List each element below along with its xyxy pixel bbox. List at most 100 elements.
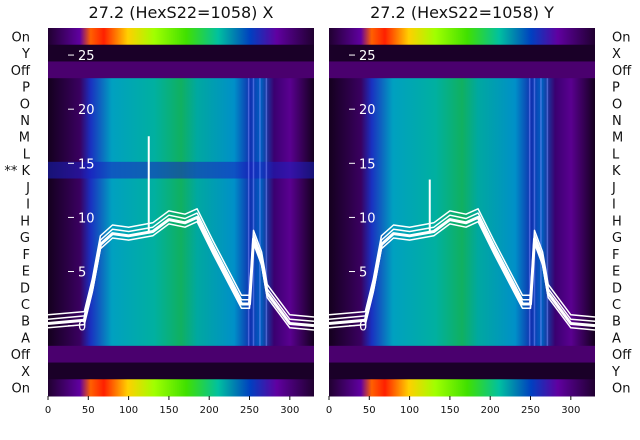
x-tick-label: 300 [561, 405, 580, 416]
row-label: D [20, 281, 30, 296]
row-label: M [19, 131, 30, 146]
panel-y: 27.2 (HexS22=1058) Y On X Off PONMLKJIHGFEDC… [326, 3, 632, 416]
row-label: O [20, 97, 30, 112]
heat-row [48, 329, 314, 347]
row-label: L [612, 147, 620, 162]
heat-row [329, 111, 595, 129]
heat-row [329, 195, 595, 213]
y-tick-label: 5 [78, 266, 86, 281]
streak-line [533, 78, 536, 346]
heat-row [48, 61, 314, 79]
heat-row [48, 245, 314, 263]
row-label: I [612, 198, 616, 213]
heat-row [48, 262, 314, 280]
y-tick-label: 15 [359, 157, 376, 172]
row-label: G [612, 231, 622, 246]
row-label: P [612, 81, 620, 96]
heat-row [329, 329, 595, 347]
heat-row [48, 362, 314, 380]
row-label: L [23, 147, 31, 162]
heat-row [48, 379, 314, 397]
row-label: H [612, 214, 622, 229]
heat-row [48, 278, 314, 297]
heat-row [48, 128, 314, 146]
row-label: Off [612, 348, 632, 363]
heat-row [329, 362, 595, 380]
heat-row [329, 94, 595, 113]
row-label: N [20, 114, 30, 129]
panel-title: 27.2 (HexS22=1058) Y [370, 3, 554, 22]
x-tick-label: 50 [82, 405, 95, 416]
heat-row [48, 28, 314, 46]
row-label: K [612, 164, 621, 179]
x-tick-label: 0 [45, 405, 51, 416]
heat-row [329, 278, 595, 297]
y-tick-label: 20 [78, 103, 95, 118]
y-tick-label: 25 [359, 49, 376, 64]
row-label: J [25, 181, 30, 196]
y-tick-label: 5 [359, 266, 367, 281]
x-tick-label: 150 [159, 405, 178, 416]
profile-line [328, 208, 596, 318]
x-tick-label: 200 [481, 405, 500, 416]
heat-row [48, 312, 314, 330]
heat-row [329, 228, 595, 246]
row-label: On [612, 382, 630, 397]
row-label: E [22, 265, 30, 280]
row-label: B [612, 315, 621, 330]
row-label: H [20, 214, 30, 229]
streak-line [540, 78, 542, 346]
x-tick-label: 100 [400, 405, 419, 416]
heat-row [48, 228, 314, 246]
heat-row [329, 44, 595, 62]
row-label: Y [611, 365, 620, 380]
row-label: B [21, 315, 30, 330]
streak-line [265, 78, 268, 346]
row-label: ** K [4, 164, 30, 179]
heat-row [329, 312, 595, 330]
row-label: E [612, 265, 620, 280]
streak-line [528, 78, 531, 346]
x-tick-label: 250 [240, 405, 259, 416]
highlight-band [48, 161, 314, 179]
heat-row [48, 178, 314, 196]
row-label: Off [11, 64, 31, 79]
row-label: X [21, 365, 30, 380]
x-tick-label: 0 [326, 405, 332, 416]
profile-line [47, 208, 315, 318]
panel-title: 27.2 (HexS22=1058) X [89, 3, 274, 22]
row-label: On [12, 382, 30, 397]
row-label: G [20, 231, 30, 246]
heat-row [48, 195, 314, 213]
y-tick-label: 20 [359, 103, 376, 118]
y-tick-label: 15 [78, 157, 95, 172]
row-label: J [611, 181, 616, 196]
streak-line [247, 78, 250, 346]
streak-line [546, 78, 549, 346]
heat-row [329, 178, 595, 196]
x-tick-label: 250 [521, 405, 540, 416]
heat-row [48, 44, 314, 62]
row-label: M [612, 131, 623, 146]
heat-row [48, 145, 314, 163]
x-tick-label: 200 [200, 405, 219, 416]
row-label: F [23, 248, 30, 263]
x-tick-label: 150 [440, 405, 459, 416]
heat-row [329, 245, 595, 263]
x-tick-label: 100 [119, 405, 138, 416]
row-label: I [26, 198, 30, 213]
heat-row [329, 61, 595, 79]
x-tick-label: 300 [280, 405, 299, 416]
heat-row [329, 161, 595, 180]
profile-line [328, 220, 596, 331]
row-label: X [612, 47, 621, 62]
row-label: Off [11, 348, 31, 363]
row-label: On [612, 30, 630, 45]
heat-row [329, 28, 595, 46]
y-tick-label: 0 [78, 320, 86, 335]
row-label: F [612, 248, 619, 263]
heat-row [48, 94, 314, 113]
row-label: P [22, 81, 30, 96]
